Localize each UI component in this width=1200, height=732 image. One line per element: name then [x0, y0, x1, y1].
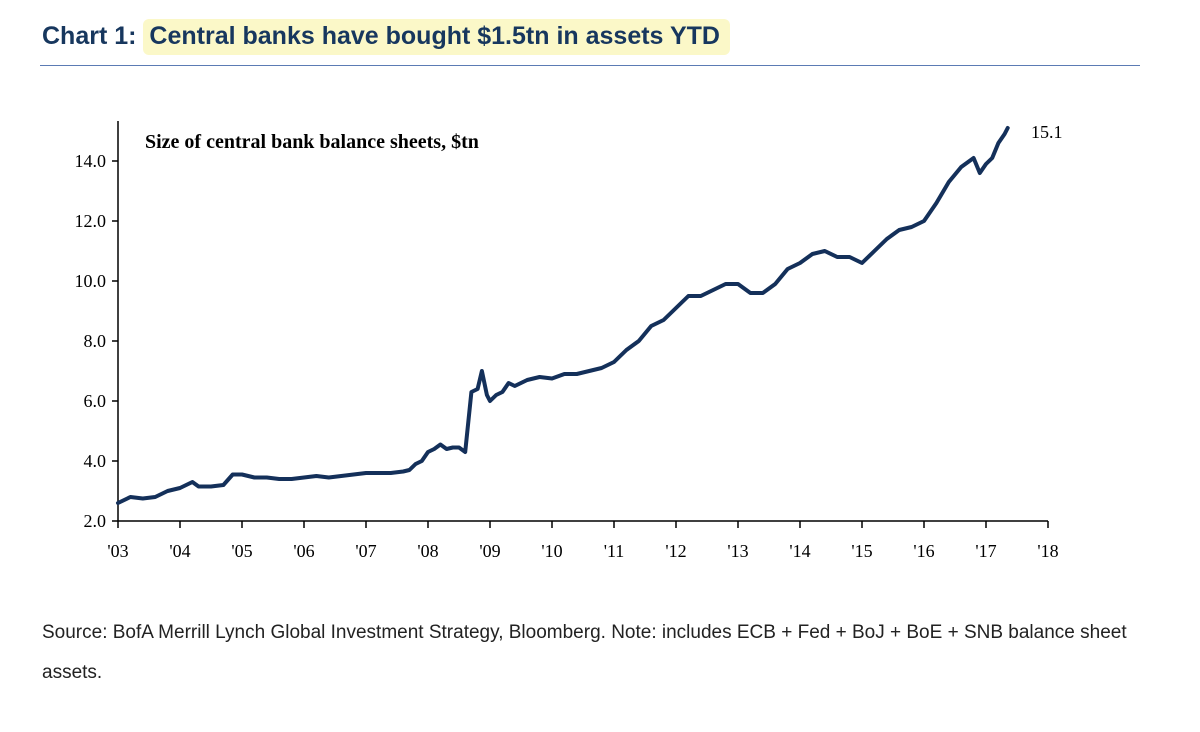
balance-sheet-chart: 2.0 4.0 6.0 8.0 10.0 12.0 14.0 '03 '04 '05 '06 '07 '… [75, 121, 1063, 561]
chart-title: Chart 1: Central banks have bought $1.5t… [42, 19, 730, 55]
x-tick-label: '09 [479, 541, 500, 561]
y-tick-label: 14.0 [75, 151, 107, 171]
x-tick-label: '11 [604, 541, 625, 561]
x-tick-label: '07 [355, 541, 376, 561]
x-tick-label: '08 [417, 541, 438, 561]
end-value-label: 15.1 [1031, 122, 1063, 142]
x-tick-label: '18 [1037, 541, 1058, 561]
x-tick-label: '17 [975, 541, 996, 561]
source-note: Source: BofA Merrill Lynch Global Invest… [42, 622, 1127, 683]
x-tick-label: '16 [913, 541, 934, 561]
x-tick-label: '06 [293, 541, 314, 561]
y-tick-label: 12.0 [75, 211, 107, 231]
y-tick-label: 8.0 [84, 331, 107, 351]
x-tick-label: '14 [789, 541, 810, 561]
x-tick-label: '15 [851, 541, 872, 561]
x-tick-label: '13 [727, 541, 748, 561]
y-tick-label: 4.0 [84, 451, 107, 471]
x-tick-label: '03 [107, 541, 128, 561]
chart-axes [117, 121, 1048, 522]
title-divider [40, 65, 1140, 66]
x-tick-label: '12 [665, 541, 686, 561]
chart-number: Chart 1: [42, 22, 137, 50]
series-line [116, 126, 1010, 505]
x-tick-label: '05 [231, 541, 252, 561]
chart-headline: Central banks have bought $1.5tn in asse… [143, 19, 730, 55]
chart-ticks: 2.0 4.0 6.0 8.0 10.0 12.0 14.0 '03 '04 '05 '06 '07 '… [75, 151, 1059, 561]
chart-subtitle: Size of central bank balance sheets, $tn [145, 131, 479, 153]
y-tick-label: 10.0 [75, 271, 107, 291]
x-tick-label: '10 [541, 541, 562, 561]
x-tick-label: '04 [169, 541, 190, 561]
y-tick-label: 6.0 [84, 391, 107, 411]
y-tick-label: 2.0 [84, 511, 107, 531]
